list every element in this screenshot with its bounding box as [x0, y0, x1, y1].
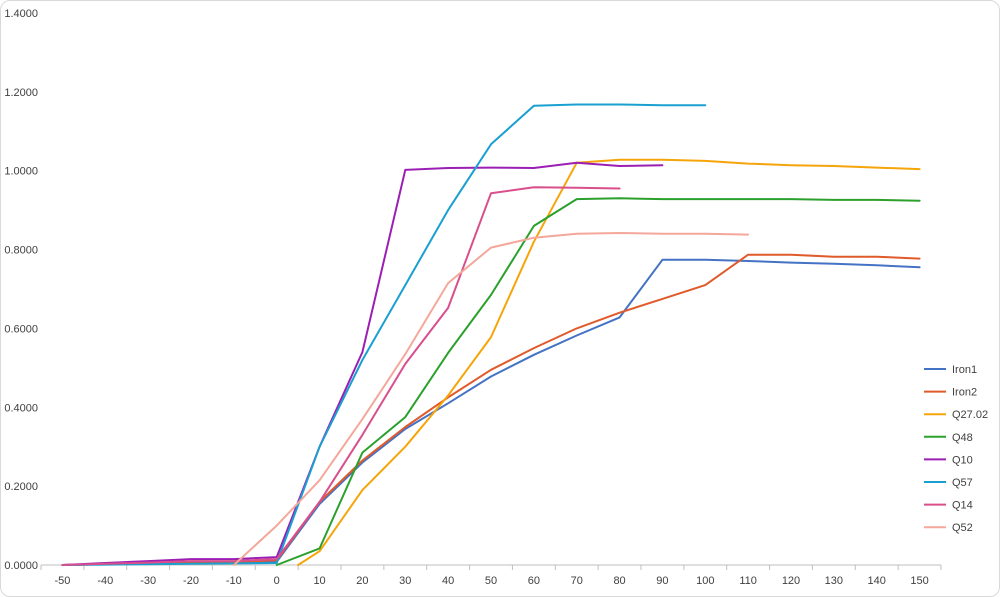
series-line-q57 — [61, 103, 707, 566]
y-tick-label: 1.2000 — [4, 87, 38, 99]
y-tick-label: 1.0000 — [4, 166, 38, 178]
x-tick-label: 110 — [739, 575, 757, 587]
y-tick-label: 0.6000 — [4, 323, 38, 335]
x-tick-label: 70 — [571, 575, 583, 587]
x-tick-label: 10 — [313, 575, 325, 587]
x-tick-label: 20 — [356, 575, 368, 587]
legend-label: Q57 — [952, 477, 973, 489]
series-lines — [61, 103, 921, 566]
series-line-q10 — [61, 161, 664, 566]
legend-item: Q48 — [924, 432, 973, 444]
x-tick-label: 80 — [613, 575, 625, 587]
series-line-q48 — [275, 197, 921, 566]
x-tick-label: 140 — [868, 575, 886, 587]
legend-item: Q10 — [924, 454, 973, 466]
x-tick-label: 90 — [656, 575, 668, 587]
legend-label: Q10 — [952, 454, 973, 466]
x-tick-label: 100 — [696, 575, 714, 587]
series-line-iron2 — [61, 253, 921, 566]
y-tick-label: 0.0000 — [4, 560, 38, 572]
x-tick-label: -30 — [140, 575, 156, 587]
series-line-q52 — [232, 232, 750, 566]
y-axis-tick-labels: 0.0000 0.2000 0.4000 0.6000 0.8000 1.0000 1.20… — [4, 8, 38, 572]
legend-item: Q57 — [924, 477, 973, 489]
x-tick-label: -40 — [97, 575, 113, 587]
y-tick-label: 0.2000 — [4, 481, 38, 493]
x-tick-label: 50 — [485, 575, 497, 587]
legend-item: Iron1 — [924, 364, 977, 376]
legend-label: Q27.02 — [952, 409, 988, 421]
legend-label: Iron2 — [952, 387, 977, 399]
x-tick-label: 0 — [274, 575, 280, 587]
x-tick-label: 150 — [910, 575, 928, 587]
x-tick-label: 120 — [782, 575, 800, 587]
legend-item: Q27.02 — [924, 409, 988, 421]
series-line-q27-02 — [297, 158, 921, 566]
x-tick-label: -50 — [54, 575, 70, 587]
y-tick-label: 0.4000 — [4, 402, 38, 414]
legend-item: Iron2 — [924, 387, 977, 399]
legend-label: Q48 — [952, 432, 973, 444]
series-line-iron1 — [61, 258, 921, 566]
series-line-q14 — [61, 186, 621, 566]
x-tick-label: 40 — [442, 575, 454, 587]
y-tick-label: 0.8000 — [4, 245, 38, 257]
x-axis: -50 -40 -30 -20 -10 0 10 20 30 40 50 60 70 80 90 100 110… — [40, 564, 942, 587]
x-tick-label: 130 — [825, 575, 843, 587]
legend-label: Q14 — [952, 500, 973, 512]
x-tick-label: 30 — [399, 575, 411, 587]
y-tick-label: 1.4000 — [4, 8, 38, 20]
legend-item: Q52 — [924, 522, 973, 534]
legend-label: Iron1 — [952, 364, 977, 376]
legend: Iron1 Iron2 Q27.02 Q48 Q10 Q57 Q14 Q52 — [924, 364, 988, 534]
legend-item: Q14 — [924, 500, 973, 512]
legend-label: Q52 — [952, 522, 973, 534]
x-tick-label: -20 — [183, 575, 199, 587]
x-tick-label: -10 — [226, 575, 242, 587]
x-tick-label: 60 — [528, 575, 540, 587]
